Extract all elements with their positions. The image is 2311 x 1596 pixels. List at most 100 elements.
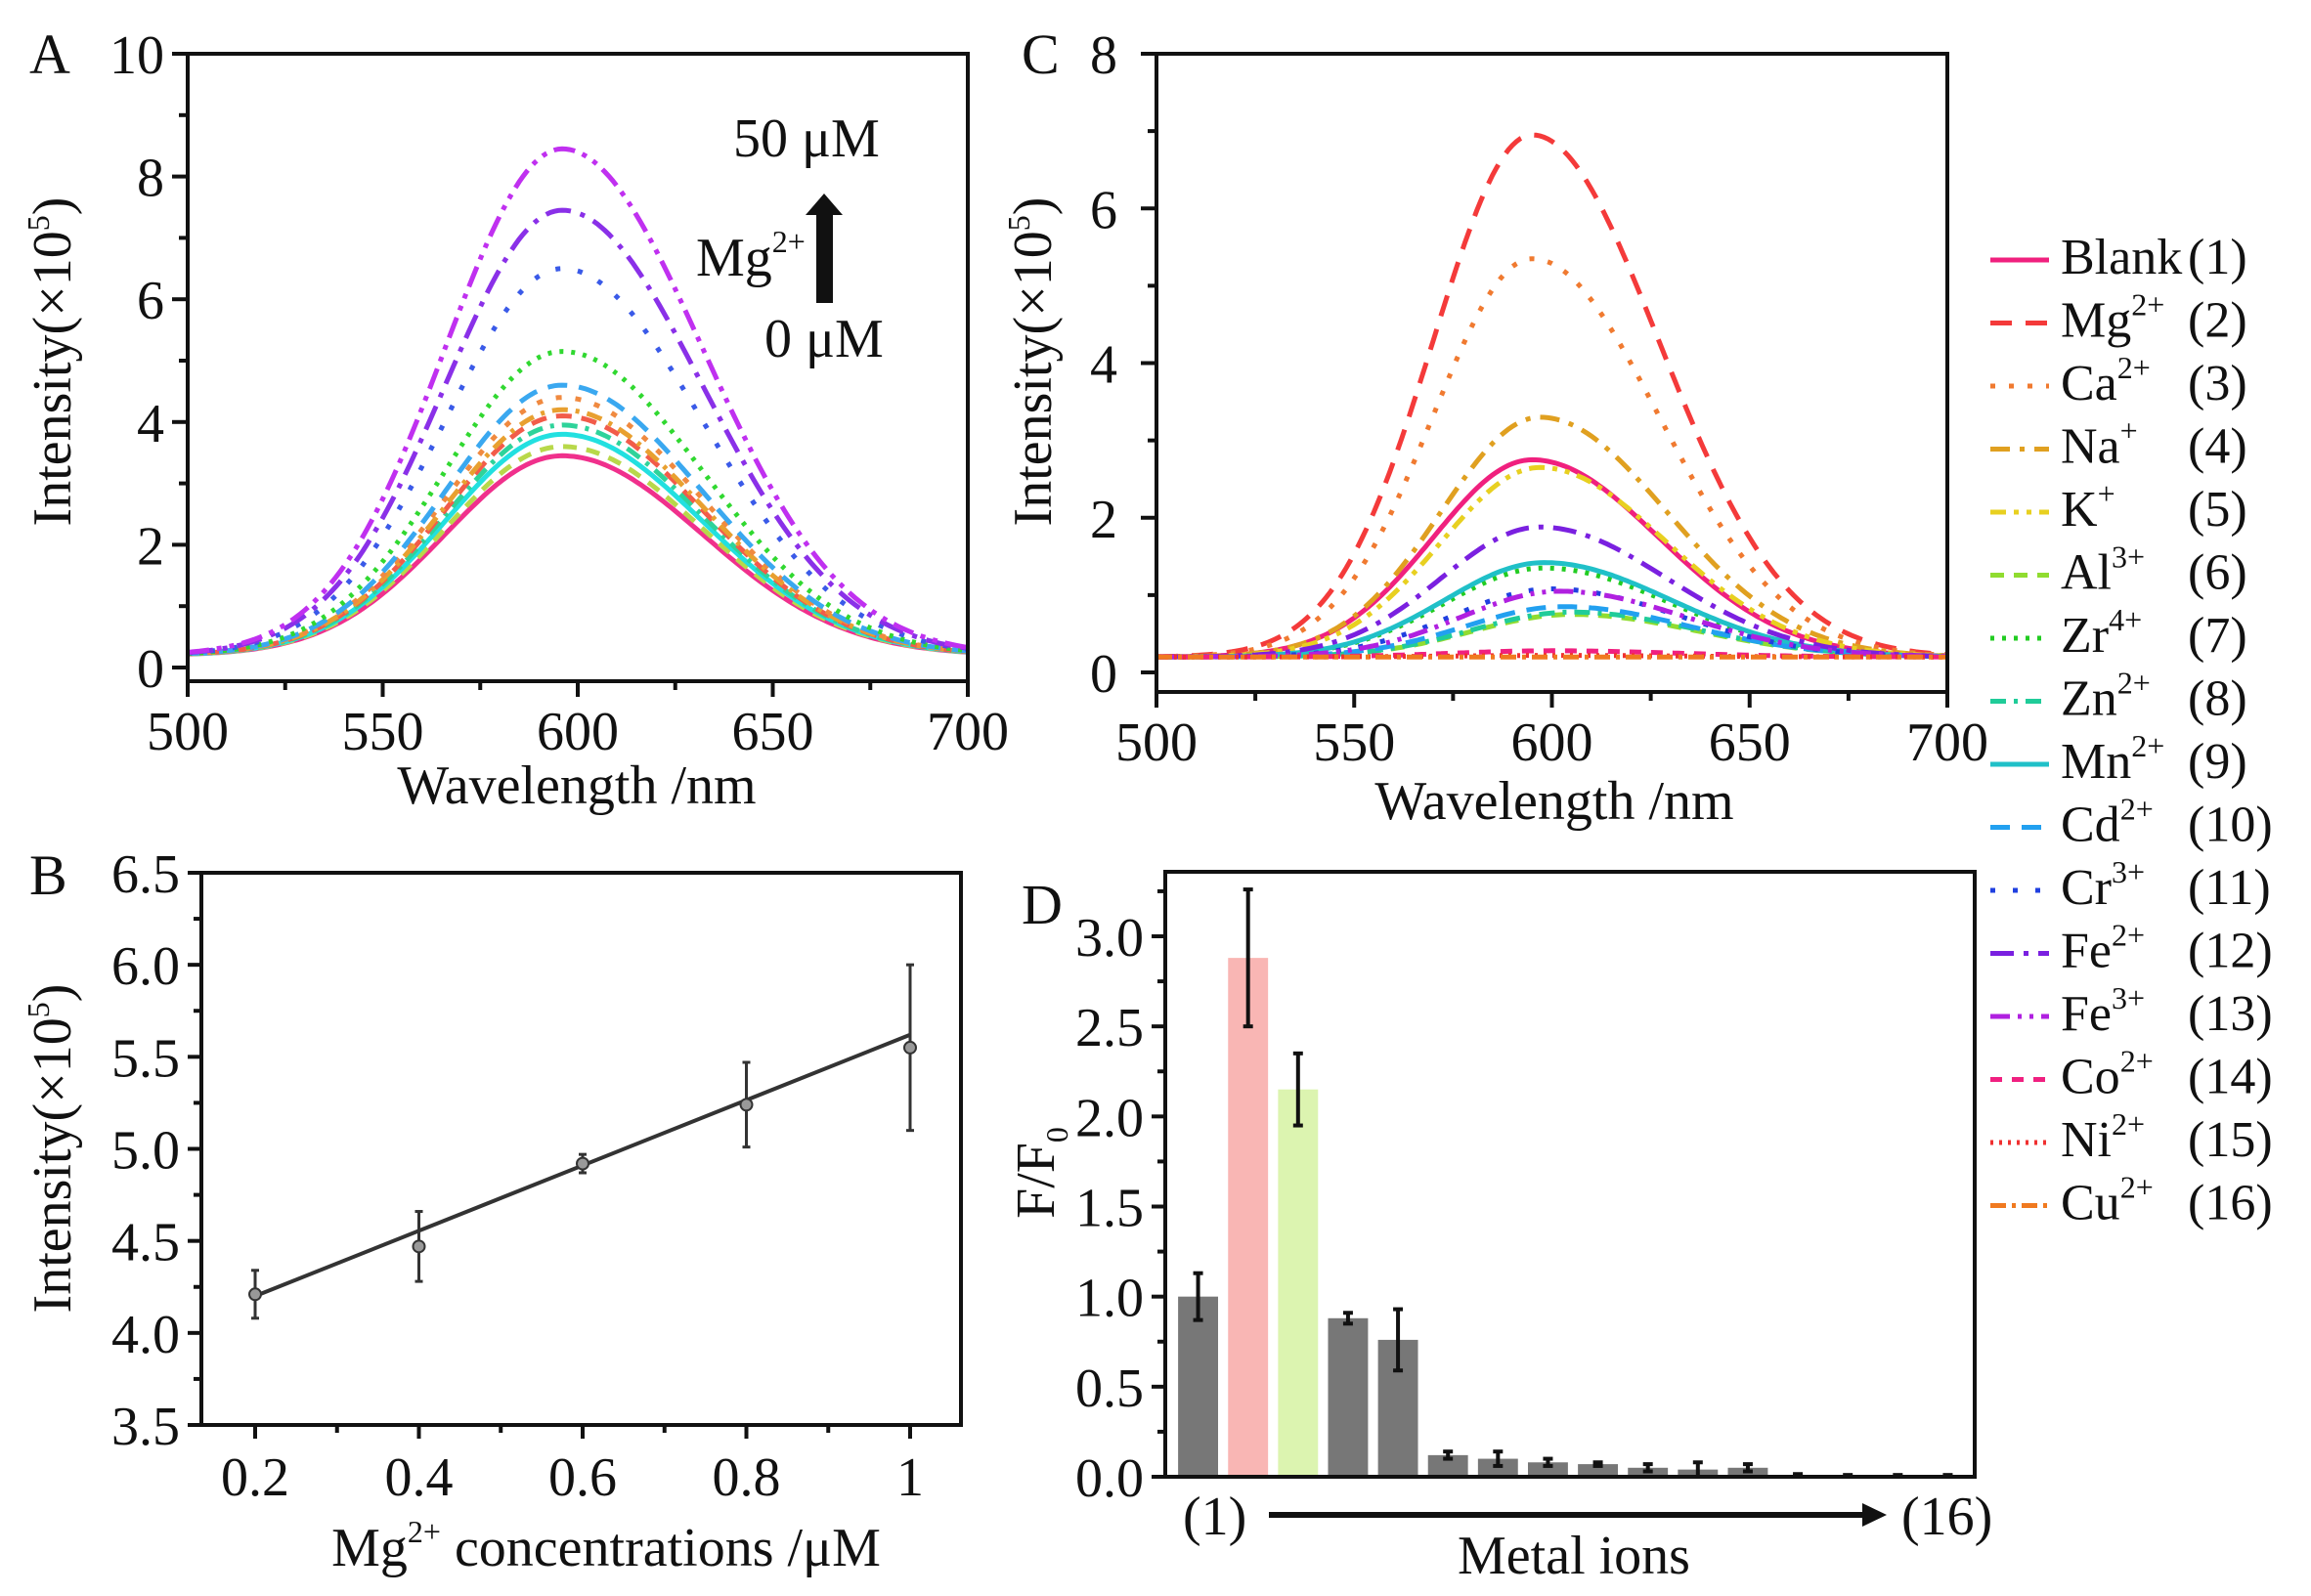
legend-index: (6) [2188,545,2247,601]
legend-index: (7) [2188,608,2247,664]
legend-item: Mg2+ (2) [1990,287,2247,349]
panel-b-x-axis-title: Mg2+ concentrations /μM [331,1514,881,1578]
legend-label: Cr3+ [2061,854,2145,916]
y-tick-label: 10 [109,25,164,86]
y-tick-label: 0.0 [1075,1448,1144,1509]
legend-index: (12) [2188,924,2273,979]
legend-item: K+ (5) [1990,476,2247,538]
x-tick-label: 0.6 [548,1447,617,1508]
concentration-annotation: 50 μM Mg2+ 0 μM [696,108,884,369]
spectrum-curve [187,266,969,656]
legend-label: Mg2+ [2061,287,2164,349]
legend-item: Cu2+ (16) [1990,1170,2273,1231]
spectrum-curve [1156,456,1948,660]
bar [1578,1464,1619,1477]
data-point [412,1239,426,1254]
y-tick-label: 8 [137,149,164,209]
legend-item: Mn2+ (9) [1990,728,2247,790]
data-point [248,1287,262,1302]
legend-label: Ca2+ [2061,350,2151,411]
panel-d-axes: 0.0 0.5 1.0 1.5 2.0 2.5 3.0 [1075,870,1977,1509]
panel-b-y-axis-title: Intensity(×105) [21,984,83,1314]
legend-index: (5) [2188,482,2247,538]
spectrum-curve [1156,132,1948,660]
panel-c: C 500 550 600 650 700 0 2 4 6 8 Intensity(×105) W… [1001,22,2273,1231]
panel-d-letter: D [1022,873,1063,936]
bar [1427,1454,1468,1477]
spectrum-curve [1156,256,1948,660]
legend-item: Al3+ (6) [1990,539,2247,601]
legend-index: (1) [2188,230,2247,285]
legend-index: (13) [2188,986,2273,1042]
legend-label: Zn2+ [2061,666,2151,727]
plot-frame [1155,52,1949,694]
x-tick-label: 500 [1115,712,1198,773]
legend-index: (4) [2188,419,2247,475]
panel-d: D 0.0 0.5 1.0 1.5 2.0 2.5 3.0 F/F0 (1) (16) Me… [1006,870,1992,1586]
legend-label: Fe3+ [2061,980,2145,1042]
legend-index: (9) [2188,734,2247,790]
legend-index: (16) [2188,1176,2273,1231]
panel-c-letter: C [1022,22,1060,86]
bar [1328,1317,1369,1477]
legend-label: Al3+ [2061,539,2145,601]
bar [1228,958,1269,1477]
spectrum-curve [187,412,969,657]
spectrum-curve [187,444,969,657]
y-tick-label: 6 [137,271,164,331]
y-tick-label: 1.5 [1075,1179,1144,1239]
panel-d-plot [1178,887,1968,1479]
arrow-right-icon [1862,1503,1887,1527]
legend-label: Na+ [2061,413,2138,475]
y-tick-label: 5.0 [111,1121,180,1182]
legend-item: Cr3+ (11) [1990,854,2271,916]
legend-item: Zr4+ (7) [1990,602,2247,664]
y-tick-label: 8 [1090,25,1117,86]
panel-c-axes: 500 550 600 650 700 0 2 4 6 8 [1090,25,1988,773]
spectrum-curve [1156,414,1948,660]
x-tick-label: 0.2 [221,1447,289,1508]
legend-item: Zn2+ (8) [1990,666,2247,727]
annotation-top-label: 50 μM [733,108,880,169]
x-tick-label: 650 [1709,712,1791,773]
panel-a-x-axis-title: Wavelength /nm [397,755,756,816]
data-point [576,1156,589,1171]
panel-c-x-axis-title: Wavelength /nm [1374,771,1733,832]
y-tick-label: 2.0 [1075,1088,1144,1148]
x-tick-label: 500 [147,702,229,762]
legend-index: (8) [2188,671,2247,727]
legend-item: Ni2+ (15) [1990,1106,2273,1168]
y-tick-label: 2 [1090,490,1117,550]
panel-a-curves [187,146,969,657]
annotation-ion-label: Mg2+ [696,224,806,288]
legend-label: Ni2+ [2061,1106,2145,1168]
y-tick-label: 0 [1090,644,1117,705]
legend-index: (11) [2188,860,2271,916]
legend-label: Blank [2061,230,2182,285]
y-tick-label: 3.5 [111,1397,180,1457]
panel-a-y-axis-title: Intensity(×105) [21,197,83,527]
legend-label: Cd2+ [2061,792,2154,853]
annotation-bottom-label: 0 μM [764,309,884,369]
x-tick-label: 0.4 [385,1447,454,1508]
legend-item: Ca2+ (3) [1990,350,2247,411]
y-tick-label: 0.5 [1075,1359,1144,1419]
bar [1278,1089,1319,1477]
legend-label: Fe2+ [2061,918,2145,979]
legend-item: Blank (1) [1990,230,2247,285]
panel-c-y-axis-title: Intensity(×105) [1001,197,1064,527]
y-tick-label: 4 [137,394,164,454]
legend-index: (3) [2188,356,2247,411]
x-tick-label: 650 [732,702,814,762]
panel-d-x-end-label: (16) [1901,1487,1992,1547]
spectrum-curve [187,395,969,657]
legend-index: (10) [2188,798,2273,853]
spectrum-curve [187,207,969,656]
bar [1178,1296,1219,1477]
bar [1527,1462,1568,1477]
x-tick-label: 550 [1313,712,1395,773]
y-tick-label: 4 [1090,335,1117,396]
y-tick-label: 6.0 [111,936,180,997]
legend-label: Co2+ [2061,1044,2154,1105]
legend-label: K+ [2061,476,2115,538]
